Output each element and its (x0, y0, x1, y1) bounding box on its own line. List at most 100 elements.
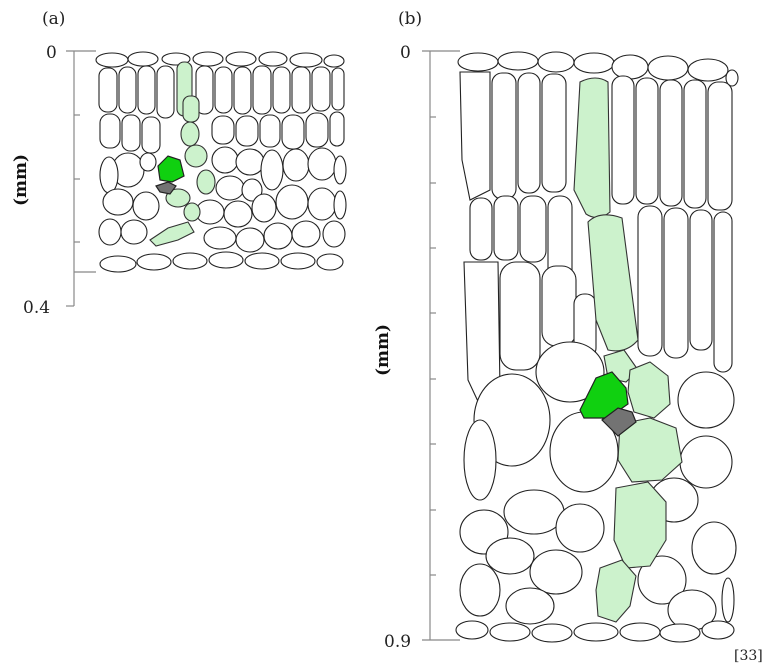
bundle-sheath-cell (627, 361, 671, 419)
palisade-cell (118, 66, 137, 114)
epidermis-cell (95, 52, 129, 68)
bundle-sheath-cell (149, 221, 195, 247)
mesophyll-cell (259, 114, 281, 148)
palisade-cell (311, 66, 331, 112)
palisade-cell (491, 72, 517, 200)
bundle-sheath-cell (184, 144, 208, 168)
palisade-cell (493, 195, 519, 261)
mesophyll-cell (99, 113, 121, 149)
spongy-cell (241, 178, 263, 202)
palisade-cell (611, 75, 635, 205)
panel-b-tick-label-0: 0 (400, 43, 411, 63)
mesophyll-cell (281, 114, 305, 150)
spongy-cell (637, 555, 687, 605)
panel-a-axis-unit: (mm) (11, 154, 31, 206)
epidermis-cell (647, 55, 689, 81)
mesophyll-cell (121, 114, 141, 152)
epidermis-cell (316, 253, 344, 271)
palisade-cell (137, 65, 156, 115)
bundle-sheath-cell (613, 481, 667, 569)
epidermis-cell (208, 251, 244, 269)
spongy-cell (307, 187, 337, 221)
panel-a-cells (95, 51, 347, 273)
spongy-cell (102, 188, 134, 216)
spongy-cell (98, 218, 122, 246)
panel-a-tick-label-0: 0 (46, 43, 57, 63)
epidermis-cell (659, 623, 701, 643)
bundle-sheath-cell (183, 202, 201, 222)
epidermis-cell (192, 51, 224, 67)
spongy-cell (291, 220, 321, 248)
spongy-cell (132, 191, 160, 221)
spongy-cell (463, 419, 497, 501)
palisade-cell (517, 72, 541, 194)
spongy-cell (333, 190, 347, 220)
panel-b-axis-unit: (mm) (373, 324, 393, 376)
palisade-cell (541, 73, 567, 193)
spongy-cell (282, 148, 310, 182)
spongy-cell (275, 184, 309, 220)
vascular-cell (155, 181, 177, 195)
bundle-sheath-cell (587, 214, 639, 352)
spongy-cell (215, 175, 245, 201)
epidermis-cell (537, 51, 575, 73)
spongy-cell (251, 193, 277, 223)
spongy-cell (721, 577, 735, 623)
epidermis-cell (701, 620, 735, 640)
palisade-cell (252, 65, 272, 115)
panel-b: (b) 0 0.9 (mm) (373, 9, 739, 652)
mesophyll-cell-highlight (157, 155, 185, 183)
panel-a-tick-label-04: 0.4 (23, 298, 50, 318)
epidermis-cell (611, 54, 649, 80)
epidermis-cell (225, 51, 257, 67)
epidermis-cell (619, 622, 661, 642)
palisade-cell (689, 209, 713, 351)
palisade-cell (156, 65, 175, 119)
palisade-cell (635, 77, 659, 205)
bundle-sheath-cell (182, 95, 200, 123)
panel-b-cells (455, 51, 739, 643)
panel-b-axis: 0 0.9 (mm) (373, 43, 460, 652)
bundle-sheath-cell (595, 559, 637, 623)
epidermis-cell (687, 58, 729, 82)
bundle-sheath-cell (617, 417, 683, 483)
palisade-cell (98, 67, 118, 113)
palisade-cell (469, 197, 493, 261)
panel-b-tick-label-09: 0.9 (384, 632, 411, 652)
mesophyll-cell (141, 116, 161, 154)
mesophyll-cell (541, 265, 577, 347)
epidermis-cell (489, 622, 531, 642)
mesophyll-cell (235, 115, 259, 147)
palisade-cell (272, 66, 291, 114)
spongy-cell (485, 537, 535, 575)
epidermis-cell (497, 51, 539, 71)
spongy-cell (459, 563, 501, 617)
epidermis-cell (127, 51, 159, 67)
palisade-cell (291, 66, 311, 114)
spongy-cell (223, 200, 253, 228)
spongy-cell (235, 148, 265, 176)
epidermis-cell (455, 620, 489, 640)
panel-a: (a) 0 0.4 (mm) (11, 9, 347, 318)
palisade-cell (659, 79, 683, 207)
spongy-cell (679, 435, 733, 489)
spongy-cell (263, 222, 293, 250)
panel-a-axis: 0 0.4 (mm) (11, 43, 96, 318)
spongy-cell (555, 503, 605, 553)
epidermis-cell (725, 69, 739, 87)
citation-label: [33] (734, 648, 763, 664)
epidermis-cell (573, 52, 615, 74)
epidermis-cell (289, 52, 323, 68)
spongy-cell (99, 156, 119, 194)
epidermis-cell (457, 52, 499, 72)
spongy-cell (260, 149, 284, 191)
epidermis-cell (573, 622, 619, 642)
spongy-cell (120, 219, 148, 245)
vascular-cell (601, 407, 637, 437)
spongy-cell (677, 371, 735, 429)
epidermis-cell (323, 54, 345, 68)
panel-a-label: (a) (42, 9, 65, 29)
spongy-cell (691, 521, 737, 575)
mesophyll-cell (305, 112, 329, 148)
